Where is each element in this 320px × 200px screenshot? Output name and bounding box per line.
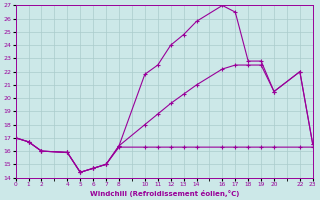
X-axis label: Windchill (Refroidissement éolien,°C): Windchill (Refroidissement éolien,°C) <box>90 190 239 197</box>
